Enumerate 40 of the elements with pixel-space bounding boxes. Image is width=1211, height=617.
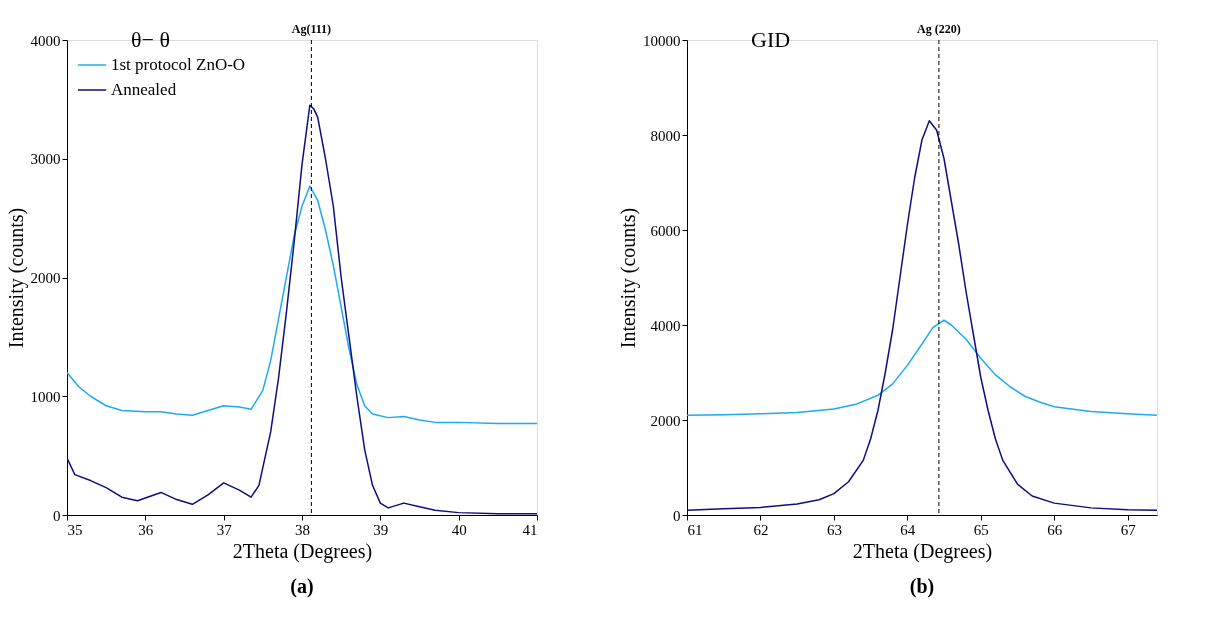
y-tick-label: 1000 xyxy=(30,388,61,405)
y-tick-label: 10000 xyxy=(643,32,681,49)
y-tick-label: 4000 xyxy=(650,317,681,334)
line-series xyxy=(687,319,1157,416)
x-tick-label: 38 xyxy=(295,521,310,538)
y-tick-label: 6000 xyxy=(650,222,681,239)
line-series xyxy=(67,185,537,425)
x-axis-title: 2Theta (Degrees) xyxy=(852,539,993,563)
x-axis-title: 2Theta (Degrees) xyxy=(232,539,373,563)
y-axis-title: Intensity (counts) xyxy=(4,207,28,349)
y-tick-label: 4000 xyxy=(30,32,61,49)
legend-label: Annealed xyxy=(111,80,177,99)
y-tick-label: 0 xyxy=(53,507,61,524)
y-tick-label: 3000 xyxy=(30,151,61,168)
annotation: GID xyxy=(751,27,791,52)
x-tick-label: 63 xyxy=(826,521,842,538)
y-tick-label: 2000 xyxy=(30,270,61,286)
x-tick-label: 62 xyxy=(753,521,769,538)
line-series xyxy=(687,120,1157,511)
x-tick-label: 64 xyxy=(900,521,916,538)
x-tick-label: 66 xyxy=(1047,521,1063,538)
text: (b) xyxy=(909,575,935,598)
x-tick-label: 37 xyxy=(216,521,233,538)
y-tick-label: 0 xyxy=(673,507,681,524)
x-tick-label: 41 xyxy=(522,521,538,538)
annotation: θ− θ xyxy=(131,27,170,52)
text: (a) xyxy=(290,575,314,598)
ref-line-label: Ag(111) xyxy=(291,22,332,36)
x-tick-label: 40 xyxy=(451,521,467,538)
x-tick-label: 61 xyxy=(687,521,703,538)
y-tick-label: 8000 xyxy=(650,127,681,144)
y-axis-title: Intensity (counts) xyxy=(617,207,640,349)
legend-label: 1st protocol ZnO-O xyxy=(111,55,246,74)
ref-line-label: Ag (220) xyxy=(917,22,961,36)
x-tick-label: 36 xyxy=(138,521,154,538)
x-tick-label: 65 xyxy=(973,521,989,538)
x-tick-label: 39 xyxy=(373,521,389,538)
x-tick-label: 35 xyxy=(67,521,83,538)
y-tick-label: 2000 xyxy=(650,412,681,429)
x-tick-label: 67 xyxy=(1120,521,1137,538)
